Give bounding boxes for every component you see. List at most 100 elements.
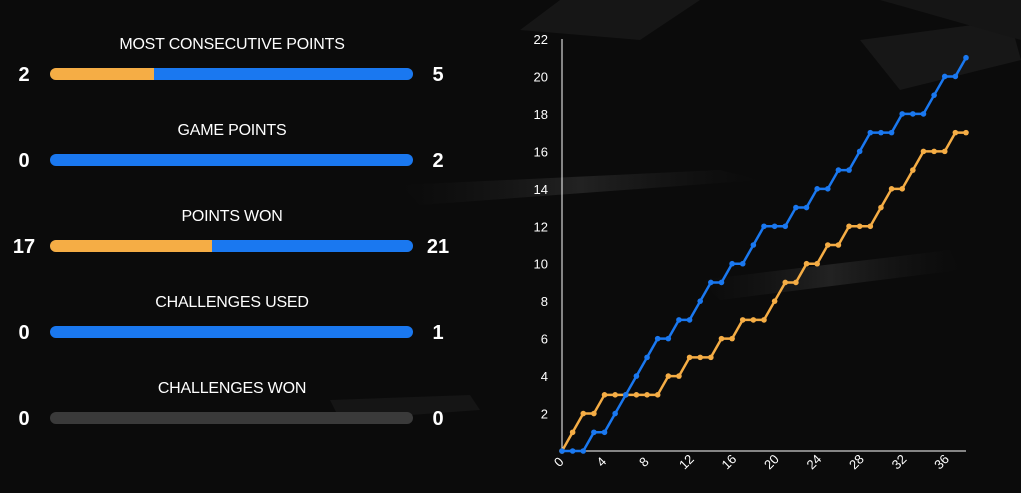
series-point (814, 186, 820, 192)
bar-segment-team-a (50, 240, 213, 252)
y-tick-label: 6 (541, 332, 548, 347)
series-point (846, 167, 852, 173)
series-point (814, 260, 820, 267)
series-point (633, 392, 640, 398)
series-point (963, 129, 969, 136)
series-point (835, 167, 842, 173)
series-point (559, 448, 565, 454)
stat-comparison-bar (50, 326, 413, 338)
stat-comparison-bar (50, 154, 413, 166)
series-point (665, 373, 672, 379)
series-point (591, 410, 597, 417)
x-tick-label: 12 (676, 451, 697, 472)
series-point (729, 335, 735, 342)
stat-label: GAME POINTS (177, 122, 287, 139)
series-point (867, 223, 874, 230)
stat-comparison-bar (50, 240, 413, 252)
series-point (878, 204, 884, 211)
y-tick-label: 14 (534, 182, 548, 197)
series-point (941, 148, 948, 155)
series-point (931, 92, 937, 98)
y-tick-label: 4 (541, 369, 548, 384)
stat-right-value: 21 (426, 236, 450, 258)
series-point (729, 260, 735, 267)
series-point (591, 429, 597, 436)
series-point (644, 354, 650, 361)
stat-label: CHALLENGES USED (155, 294, 309, 311)
series-point (676, 373, 682, 379)
series-point (824, 242, 831, 248)
series-line (560, 131, 966, 452)
y-tick-label: 20 (534, 69, 548, 84)
series-point (718, 279, 725, 286)
stat-row: CHALLENGES WON 0 0 (0, 380, 470, 440)
series-point (708, 354, 714, 361)
series-point (739, 317, 746, 323)
bar-segment-team-b (50, 326, 413, 338)
x-tick-label: 24 (804, 451, 825, 472)
x-tick-label: 28 (846, 451, 867, 472)
x-tick-label: 4 (593, 454, 609, 470)
stat-left-value: 0 (18, 322, 30, 344)
series-point (920, 111, 927, 117)
series-point (750, 242, 757, 248)
series-point (622, 392, 629, 398)
series-point (952, 129, 959, 136)
series-point (708, 279, 714, 286)
series-point (846, 223, 852, 230)
bar-segment-team-a (50, 68, 154, 80)
stat-label: CHALLENGES WON (157, 380, 307, 397)
series-point (899, 186, 906, 192)
series-point (601, 392, 608, 398)
stat-left-value: 0 (18, 408, 30, 430)
bar-segment-team-b (153, 68, 413, 80)
series-point (771, 298, 778, 304)
series-point (888, 186, 895, 192)
series-point (941, 73, 948, 80)
series-point (878, 129, 884, 136)
series-point (644, 392, 650, 398)
stat-label: POINTS WON (181, 208, 283, 225)
bar-segment-team-b (50, 154, 413, 166)
series-point (569, 429, 576, 436)
y-tick-label: 18 (534, 107, 548, 122)
series-point (761, 317, 767, 323)
series-point (782, 223, 789, 230)
series-point (580, 410, 587, 417)
series-point (739, 260, 746, 267)
stat-left-value: 2 (18, 64, 30, 86)
series-point (803, 204, 810, 211)
stat-left-value: 0 (18, 150, 30, 172)
series-point (718, 335, 725, 342)
y-tick-label: 10 (534, 257, 548, 272)
series-point (782, 279, 789, 286)
series-point (856, 148, 863, 155)
bar-segment-team-b (212, 240, 413, 252)
series-point (697, 298, 704, 304)
series-point (750, 317, 757, 323)
stat-comparison-bar (50, 412, 413, 424)
x-tick-label: 20 (761, 451, 782, 472)
series-point (899, 111, 906, 117)
stat-right-value: 2 (432, 150, 444, 172)
y-tick-label: 22 (534, 32, 548, 47)
series-point (580, 448, 587, 454)
series-point (761, 223, 767, 230)
x-tick-label: 32 (889, 451, 910, 472)
stat-right-value: 1 (432, 322, 444, 344)
series-point (654, 335, 661, 342)
series-point (963, 54, 969, 61)
series-point (612, 392, 618, 398)
series-point (569, 448, 576, 454)
series-point (771, 223, 778, 230)
stat-right-value: 5 (432, 64, 444, 86)
stat-label: MOST CONSECUTIVE POINTS (119, 36, 345, 53)
x-tick-label: 36 (931, 451, 952, 472)
series-point (686, 354, 693, 361)
series-point (612, 410, 618, 417)
series-point (835, 242, 842, 248)
series-point (931, 148, 937, 155)
series-point (601, 429, 608, 436)
stat-left-value: 17 (12, 236, 36, 258)
